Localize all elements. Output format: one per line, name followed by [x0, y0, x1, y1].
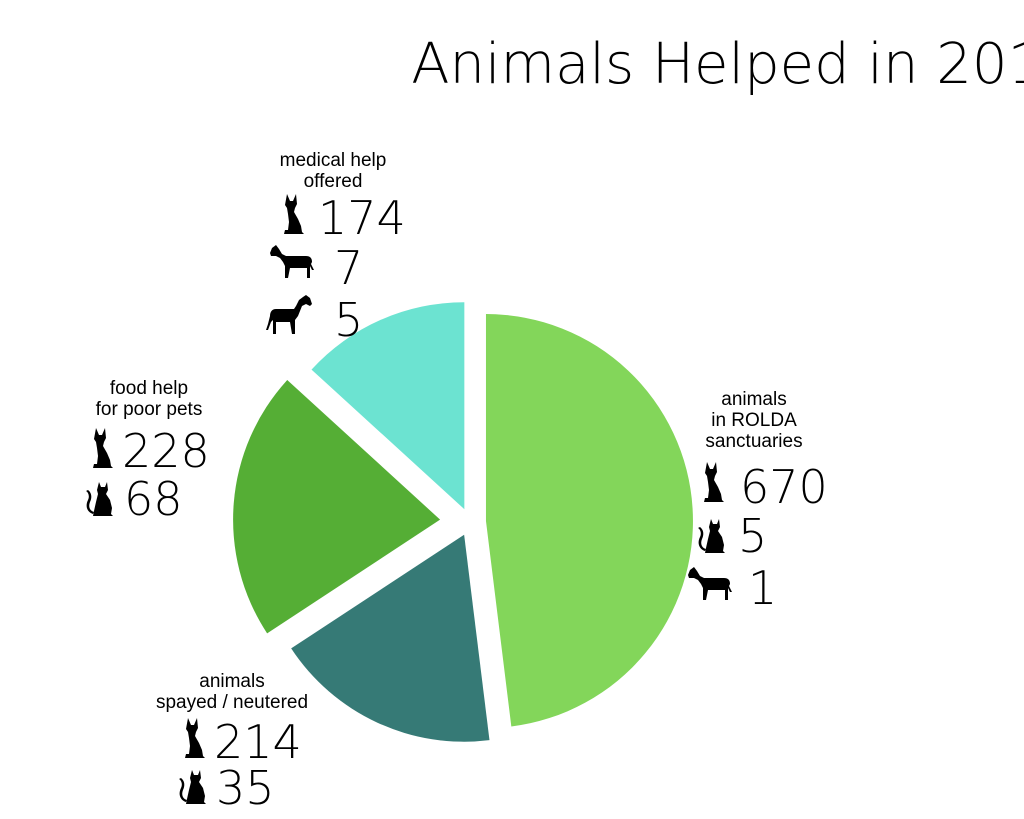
cat-icon: [179, 770, 206, 804]
annotation-medical-help: medical help offered 174 7 5: [266, 150, 406, 347]
data-label: 228: [122, 424, 210, 478]
cat-icon: [86, 482, 113, 516]
data-label: 5: [334, 293, 363, 347]
slice-spayed-neutered: [291, 534, 490, 742]
slice-label-line: in ROLDA: [711, 410, 797, 431]
slice-label-line: for poor pets: [96, 399, 203, 420]
slice-label-line: food help: [110, 378, 188, 399]
slice-label-line: animals: [721, 389, 786, 410]
chart-title: Animals Helped in 2017: [411, 32, 1024, 97]
pie-slices: [233, 302, 693, 742]
cat-icon: [698, 519, 725, 553]
slice-label-line: offered: [304, 171, 363, 192]
data-label: 68: [124, 472, 183, 526]
slice-label-line: animals: [199, 671, 264, 692]
slice-label-line: medical help: [280, 150, 387, 171]
dog-icon: [704, 462, 724, 502]
donkey-icon: [270, 245, 314, 278]
dog-icon: [284, 194, 304, 234]
slice-label-line: sanctuaries: [705, 431, 802, 452]
data-label: 214: [214, 715, 302, 769]
donkey-icon: [688, 567, 732, 600]
data-label: 7: [334, 241, 363, 295]
data-label: 35: [216, 761, 275, 815]
slice-sanctuaries: [485, 314, 693, 727]
dog-icon: [185, 718, 205, 758]
data-label: 174: [318, 191, 406, 245]
slice-label-line: spayed / neutered: [156, 692, 308, 713]
annotation-food-help: food help for poor pets 228 68: [86, 378, 210, 526]
annotation-sanctuaries: animals in ROLDA sanctuaries 670 5 1: [688, 389, 828, 615]
annotation-spayed-neutered: animals spayed / neutered 214 35: [156, 671, 308, 815]
horse-icon: [266, 295, 312, 334]
data-label: 5: [738, 509, 767, 563]
data-label: 670: [740, 460, 828, 514]
slice-food-help: [233, 380, 441, 634]
slice-medical-help: [311, 302, 465, 510]
dog-icon: [93, 428, 113, 468]
data-label: 1: [748, 561, 777, 615]
